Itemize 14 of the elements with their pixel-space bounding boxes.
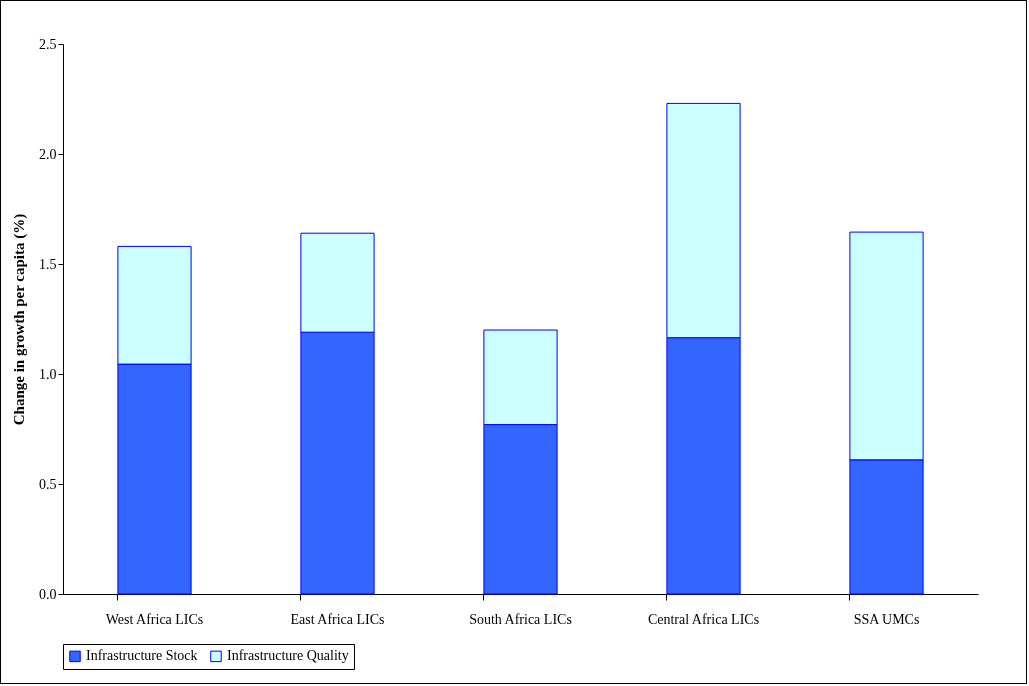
y-tick-label: 2.0 xyxy=(39,146,57,162)
y-tick-label: 1.0 xyxy=(39,366,57,382)
x-tick-label: SSA UMCs xyxy=(853,611,920,627)
x-tick-label: South Africa LICs xyxy=(469,611,572,627)
legend-label: Infrastructure Quality xyxy=(227,648,349,664)
y-tick-label: 0.0 xyxy=(39,586,57,602)
x-tick-label: West Africa LICs xyxy=(105,611,204,627)
x-tick-label: East Africa LICs xyxy=(290,611,385,627)
y-tick-label: 1.5 xyxy=(39,256,57,272)
y-axis-title: Change in growth per capita (%) xyxy=(11,213,28,426)
legend-label: Infrastructure Stock xyxy=(86,648,198,664)
y-tick-label: 0.5 xyxy=(39,476,57,492)
x-tick-label: Central Africa LICs xyxy=(647,611,760,627)
y-tick-label: 2.5 xyxy=(39,36,57,52)
